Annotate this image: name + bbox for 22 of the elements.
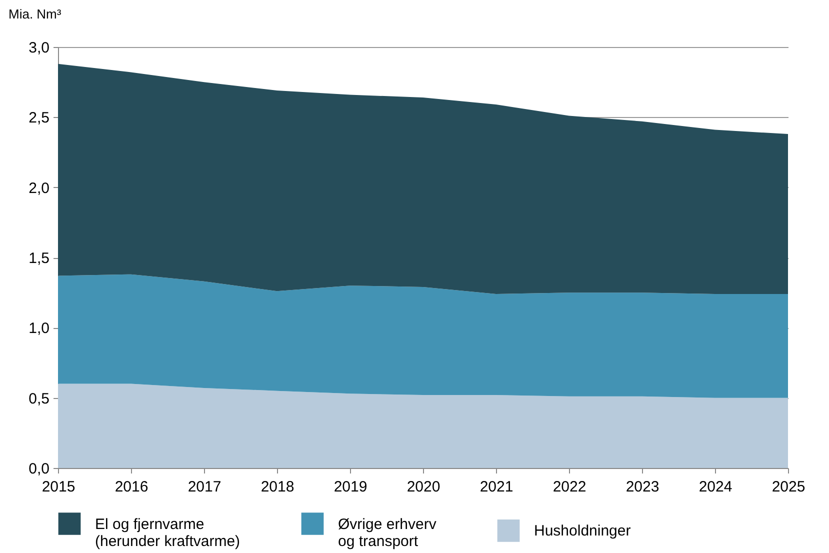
x-tick-label: 2017 (188, 478, 222, 496)
y-tick-label: 0,0 (28, 460, 50, 478)
x-tick-label: 2016 (114, 478, 148, 496)
y-axis-title: Mia. Nm³ (8, 6, 62, 22)
legend-label: Øvrige erhverv og transport (338, 516, 437, 550)
x-tick-label: 2022 (552, 478, 586, 496)
x-tick-label: 2024 (698, 478, 732, 496)
y-tick-label: 1,0 (28, 320, 50, 338)
x-tick-label: 2015 (42, 478, 76, 496)
y-tick-label: 1,5 (28, 250, 50, 267)
x-tick-label: 2018 (260, 478, 294, 496)
y-tick-label: 3,0 (28, 40, 50, 56)
legend-label: El og fjernvarme (herunder kraftvarme) (95, 516, 240, 550)
legend-label: Husholdninger (534, 522, 631, 540)
y-tick-label: 0,5 (28, 390, 50, 408)
x-tick-label: 2020 (406, 478, 440, 496)
x-tick-label: 2021 (480, 478, 514, 496)
x-tick-label: 2023 (626, 478, 660, 496)
x-tick-label: 2025 (772, 478, 806, 496)
y-tick-label: 2,5 (28, 110, 50, 127)
y-tick-label: 2,0 (28, 180, 50, 197)
x-tick-label: 2019 (334, 478, 368, 496)
